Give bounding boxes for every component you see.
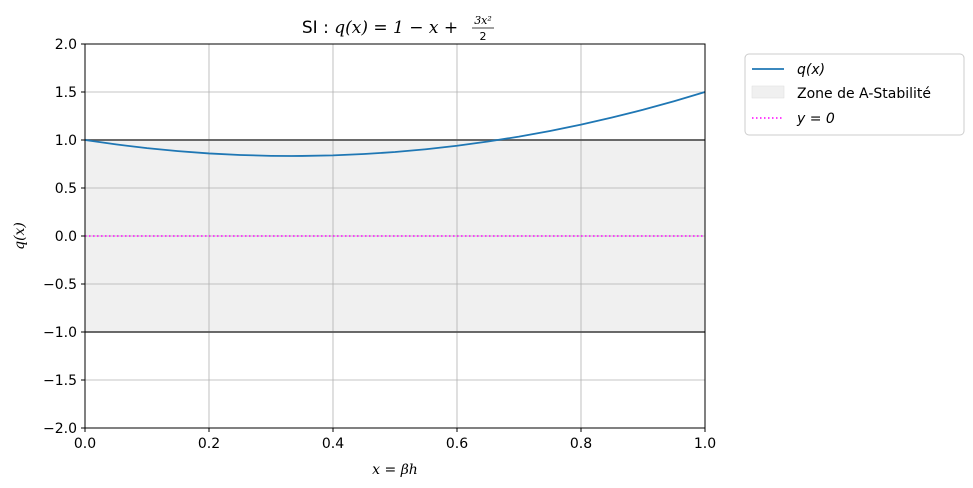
x-tick-label: 0.6 xyxy=(446,436,468,452)
title-prefix: SI : xyxy=(302,18,334,38)
x-tick-label: 0.8 xyxy=(570,436,592,452)
x-tick-label: 0.4 xyxy=(322,436,344,452)
y-axis-ticks: −2.0 −1.5 −1.0 −0.5 0.0 0.5 1.0 1.5 2.0 xyxy=(43,37,85,437)
y-tick-label: 0.5 xyxy=(55,181,77,197)
y-tick-label: −2.0 xyxy=(43,421,77,437)
title-fraction-numerator: 3x² xyxy=(474,14,492,27)
x-tick-label: 1.0 xyxy=(694,436,716,452)
title-equation: q(x) = 1 − x + xyxy=(334,18,458,38)
x-tick-label: 0.2 xyxy=(198,436,220,452)
y-tick-label: 2.0 xyxy=(55,37,77,53)
x-tick-label: 0.0 xyxy=(74,436,96,452)
y-tick-label: −1.0 xyxy=(43,325,77,341)
legend-label-qx: q(x) xyxy=(797,62,825,78)
y-tick-label: 1.0 xyxy=(55,133,77,149)
legend: q(x) Zone de A-Stabilité y = 0 xyxy=(744,53,965,136)
y-tick-label: 0.0 xyxy=(55,229,77,245)
x-axis-ticks: 0.0 0.2 0.4 0.6 0.8 1.0 xyxy=(74,428,716,452)
x-axis-label: x = βh xyxy=(372,462,418,478)
y-axis-label: q(x) xyxy=(12,222,28,250)
legend-label-region: Zone de A-Stabilité xyxy=(797,86,931,102)
plot-area xyxy=(84,43,706,429)
series-line-0 xyxy=(84,91,706,157)
legend-box xyxy=(744,53,965,136)
y-tick-label: −1.5 xyxy=(43,373,77,389)
y-tick-label: −0.5 xyxy=(43,277,77,293)
title-fraction-denominator: 2 xyxy=(480,30,487,43)
chart-title: SI : q(x) = 1 − x + xyxy=(302,18,458,38)
legend-label-y0: y = 0 xyxy=(796,111,835,127)
y-tick-label: 1.5 xyxy=(55,85,77,101)
legend-swatch-region xyxy=(751,85,785,99)
